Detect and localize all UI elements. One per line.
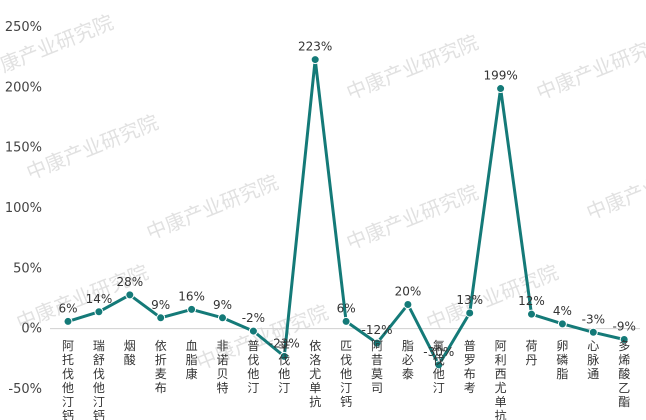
x-category-label: 阿利西尤单抗 xyxy=(495,339,507,420)
watermark-text: 中康产业研究院 xyxy=(143,170,282,245)
x-category-label: 依折麦布 xyxy=(155,338,167,395)
data-points xyxy=(63,55,629,370)
x-category-label: 辛伐他汀 xyxy=(278,339,290,395)
y-tick-label: 150% xyxy=(5,141,42,156)
data-label: -30% xyxy=(423,345,454,359)
x-category-label: 荷丹 xyxy=(525,339,537,367)
data-point xyxy=(434,360,444,370)
data-point xyxy=(588,327,598,337)
y-tick-label: 0% xyxy=(21,322,42,337)
data-point xyxy=(156,313,166,323)
watermark-text: 中康产业研究院 xyxy=(343,180,482,255)
x-category-label: 氟伐他汀 xyxy=(433,339,445,395)
x-category-label: 非诺贝特 xyxy=(216,339,228,395)
x-category-label: 烟酸 xyxy=(124,339,136,367)
data-label: -12% xyxy=(361,323,392,337)
y-tick-label: 250% xyxy=(5,20,42,35)
x-category-label: 普罗布考 xyxy=(464,339,476,395)
x-category-label: 阿昔莫司 xyxy=(371,339,383,395)
data-label: 223% xyxy=(298,40,332,54)
data-point xyxy=(619,335,629,345)
x-category-label: 脂必泰 xyxy=(402,338,414,381)
data-point xyxy=(248,326,258,336)
y-tick-label: -50% xyxy=(8,382,42,397)
data-point xyxy=(218,313,227,323)
data-point xyxy=(63,316,73,326)
y-tick-label: 50% xyxy=(13,261,42,276)
data-label: 12% xyxy=(518,294,545,308)
data-label: 9% xyxy=(213,298,232,312)
x-category-label: 血脂康 xyxy=(186,339,198,381)
x-category-label: 依洛尤单抗 xyxy=(309,338,321,409)
data-label: 9% xyxy=(151,298,170,312)
watermark-text: 中康产业研究院 xyxy=(23,110,162,185)
data-label: -9% xyxy=(613,320,636,334)
data-point xyxy=(125,290,135,300)
data-label: 28% xyxy=(116,275,143,289)
data-point xyxy=(403,300,413,310)
data-point xyxy=(94,307,104,317)
data-label: 13% xyxy=(456,293,483,307)
data-point xyxy=(527,309,536,319)
data-label: 14% xyxy=(86,292,113,306)
x-category-label: 瑞舒伐他汀钙 xyxy=(93,339,105,420)
data-point xyxy=(187,304,197,314)
watermark-text: 中康产业研究院 xyxy=(583,150,646,225)
data-label: -23% xyxy=(269,336,300,350)
x-category-label: 阿托伐他汀钙 xyxy=(62,339,74,420)
watermark-text: 中康产业研究院 xyxy=(533,30,646,105)
data-label: -2% xyxy=(242,311,265,325)
x-category-label: 卵磷脂 xyxy=(556,339,568,381)
data-label: 6% xyxy=(58,301,77,315)
data-point xyxy=(372,338,382,348)
data-label: 6% xyxy=(337,301,356,315)
y-tick-label: 100% xyxy=(5,201,42,216)
data-label: -3% xyxy=(582,312,605,326)
data-point xyxy=(496,84,506,94)
data-labels: 6% 14%28% 9% 16% 9% -2% -23% 223% 6% -12% 20% -30% 1… xyxy=(58,40,635,359)
data-label: 4% xyxy=(553,304,572,318)
y-tick-label: 200% xyxy=(5,80,42,95)
data-label: 16% xyxy=(178,289,205,303)
data-point xyxy=(341,316,351,326)
y-axis: 250% 200% 150% 100% 50% 0% -50% xyxy=(5,20,42,397)
data-point xyxy=(279,351,289,361)
data-point xyxy=(465,308,475,318)
x-category-label: 匹伐他汀钙 xyxy=(340,339,352,409)
watermark-text: 中康产业研究院 xyxy=(343,30,482,105)
data-point xyxy=(310,55,320,65)
data-label: 199% xyxy=(483,69,517,83)
data-label: 20% xyxy=(395,285,422,299)
data-point xyxy=(557,319,567,329)
x-axis-categories: 阿托伐他汀钙 瑞舒伐他汀钙 烟酸 依折麦布 血脂康 非诺贝特 普伐他汀 辛伐他汀 依洛尤单抗 匹伐… xyxy=(62,338,630,420)
x-category-label: 普伐他汀 xyxy=(247,339,259,395)
x-category-label: 心脉通 xyxy=(587,339,599,381)
x-category-label: 多烯酸乙酯 xyxy=(618,339,630,409)
